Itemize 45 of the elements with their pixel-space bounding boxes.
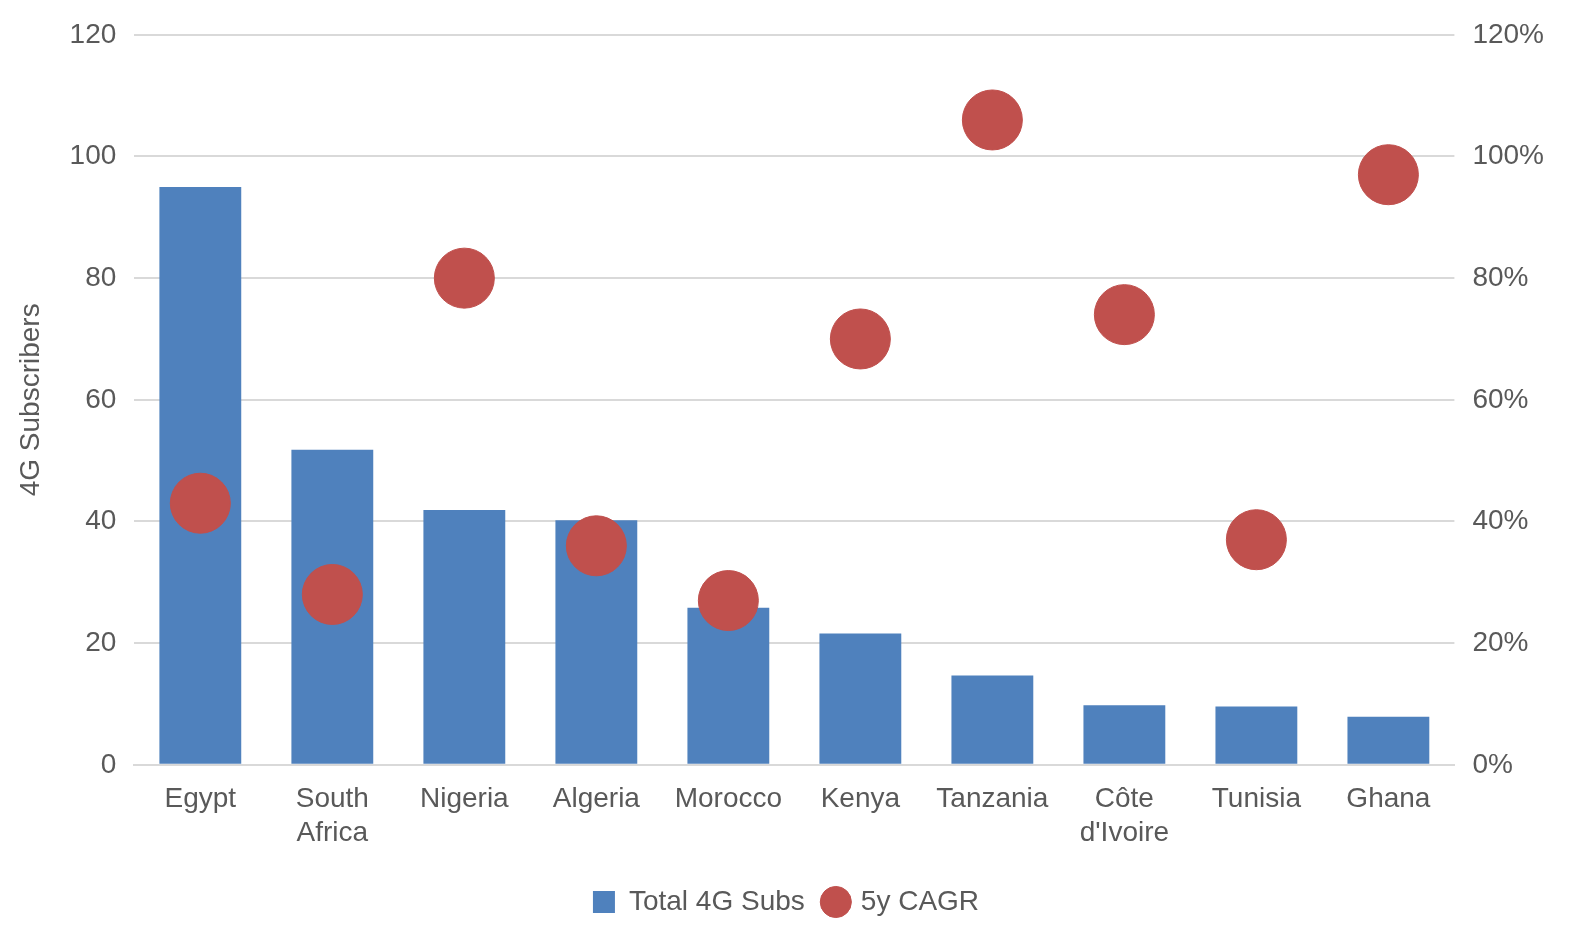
y-tick-label: 40 <box>85 504 117 536</box>
point <box>1225 509 1287 571</box>
x-tick-label: Egypt <box>164 782 237 814</box>
x-tick-label: Nigeria <box>419 782 510 814</box>
bar <box>951 675 1034 764</box>
point <box>961 89 1023 151</box>
point <box>301 563 363 625</box>
y2-tick-label: 40% <box>1472 504 1529 536</box>
bar <box>1215 706 1298 764</box>
y2-tick-label: 80% <box>1472 260 1529 292</box>
point <box>565 515 627 577</box>
bar <box>687 607 770 764</box>
x-tick-label: South Africa <box>295 782 369 847</box>
x-tick-label: Tanzania <box>936 782 1049 814</box>
point <box>433 247 495 309</box>
y-tick-label: 80 <box>85 260 117 292</box>
y2-tick-label: 0% <box>1472 747 1513 779</box>
bar <box>159 186 242 764</box>
x-tick-label: Kenya <box>820 782 901 814</box>
y2-tick-label: 60% <box>1472 382 1529 414</box>
bar <box>1347 716 1430 764</box>
x-tick-label: Côte d'Ivoire <box>1079 782 1170 847</box>
y-tick-label: 60 <box>85 382 117 414</box>
y-axis-title: 4G Subscribers <box>13 303 45 497</box>
y2-tick-label: 120% <box>1472 17 1545 49</box>
bar <box>1083 705 1166 764</box>
point <box>169 472 231 534</box>
point <box>697 570 759 632</box>
x-tick-label: Ghana <box>1346 782 1431 814</box>
bar <box>819 633 902 764</box>
legend-label: Total 4G Subs <box>628 884 805 916</box>
legend-label: 5y CAGR <box>860 884 980 916</box>
y2-tick-label: 20% <box>1472 625 1529 657</box>
y-tick-label: 20 <box>85 625 117 657</box>
point <box>1357 144 1419 206</box>
y-tick-label: 120 <box>69 17 117 49</box>
y2-tick-label: 100% <box>1472 139 1545 171</box>
y-tick-label: 0 <box>100 747 117 779</box>
x-tick-label: Tunisia <box>1211 782 1302 814</box>
y-tick-label: 100 <box>69 139 117 171</box>
bar <box>423 509 506 764</box>
x-tick-label: Morocco <box>674 782 783 814</box>
point <box>1093 284 1155 346</box>
point <box>829 308 891 370</box>
x-tick-label: Algeria <box>552 782 641 814</box>
